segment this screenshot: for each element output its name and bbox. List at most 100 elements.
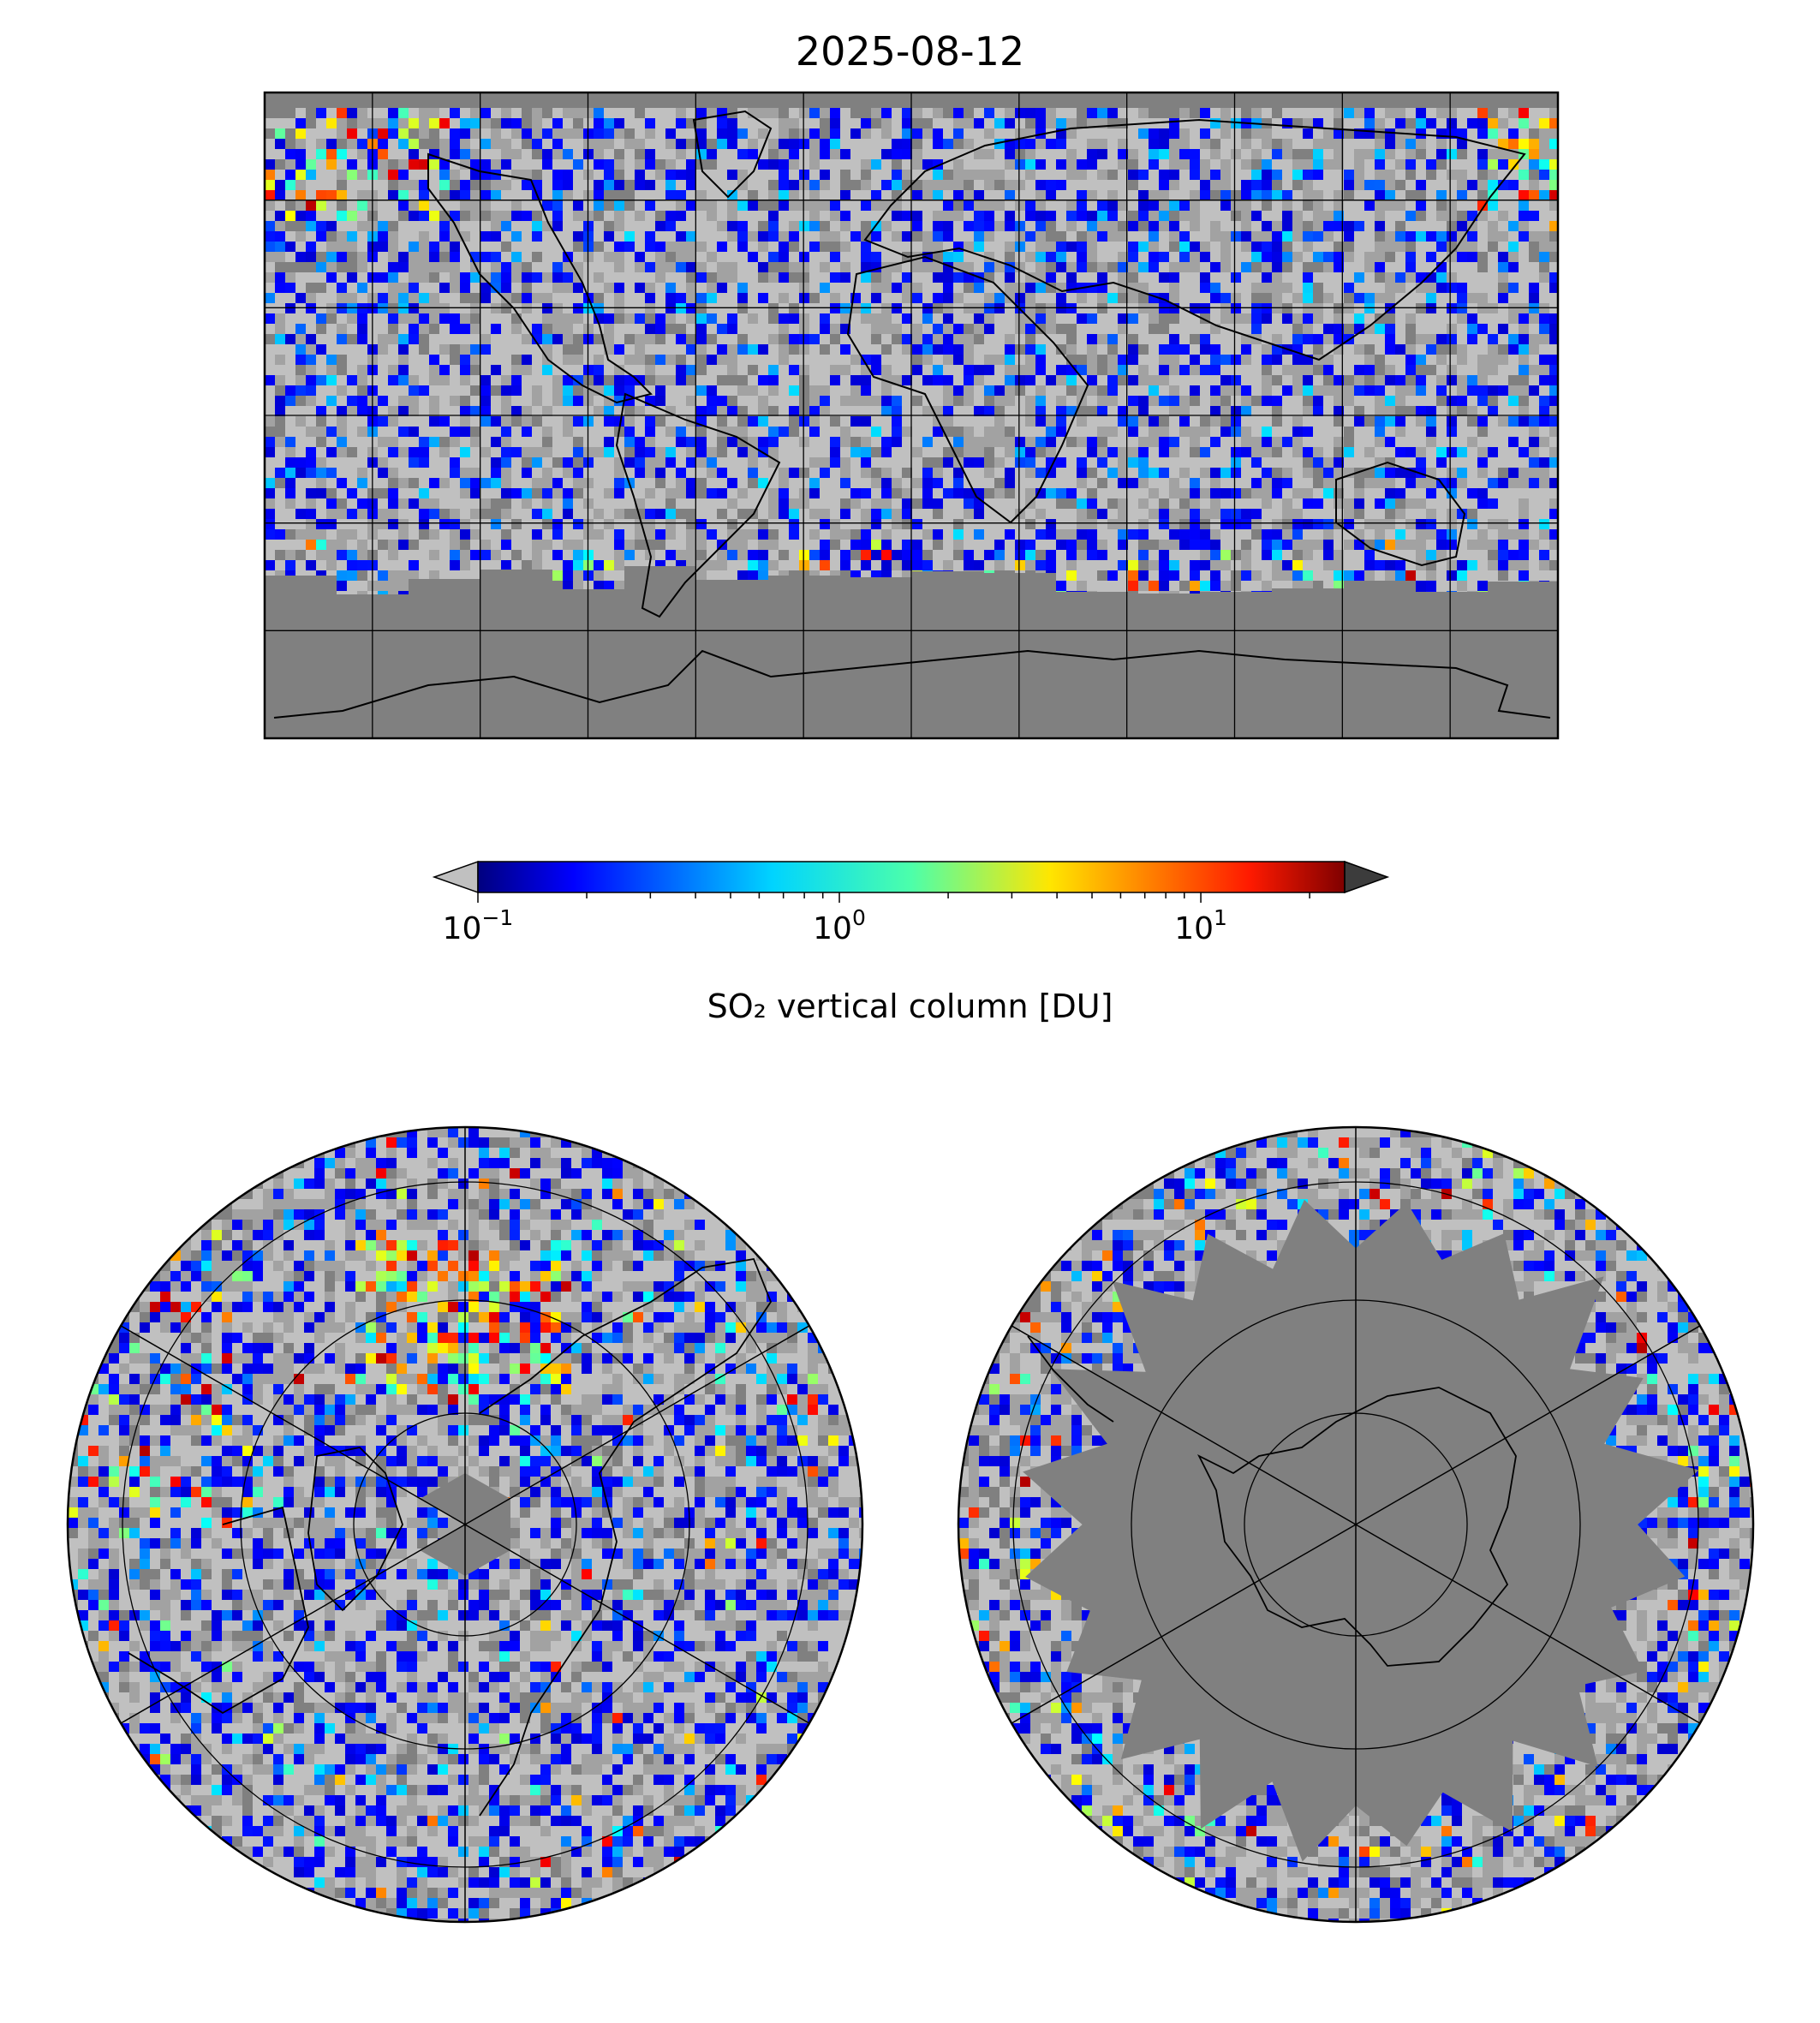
so2-pixel [881, 149, 892, 159]
so2-pixel [306, 139, 316, 149]
so2-pixel [922, 211, 933, 221]
so2-pixel [1354, 221, 1364, 231]
so2-pixel [419, 344, 429, 355]
so2-pixel [922, 437, 933, 447]
so2-pixel [1354, 334, 1364, 344]
so2-pixel [1138, 221, 1149, 231]
so2-pixel [1436, 293, 1447, 303]
so2-pixel [501, 139, 511, 149]
so2-pixel [696, 272, 707, 283]
so2-pixel [1231, 118, 1241, 128]
so2-pixel [1220, 478, 1231, 488]
so2-pixel [285, 200, 295, 211]
so2-pixel [902, 457, 912, 468]
so2-pixel [779, 324, 789, 334]
so2-pixel [378, 200, 388, 211]
so2-pixel [768, 365, 779, 375]
so2-pixel [789, 498, 799, 509]
so2-pixel [337, 344, 347, 355]
so2-pixel [1334, 324, 1344, 334]
so2-pixel [1025, 457, 1035, 468]
so2-pixel [1220, 211, 1231, 221]
so2-pixel [378, 498, 388, 509]
so2-pixel [1292, 159, 1303, 170]
so2-pixel [1282, 128, 1292, 139]
so2-pixel [552, 355, 563, 365]
so2-pixel [727, 324, 737, 334]
so2-pixel [265, 231, 275, 242]
so2-pixel [768, 293, 779, 303]
so2-pixel [861, 231, 871, 242]
so2-pixel [378, 468, 388, 478]
so2-pixel [1477, 303, 1488, 313]
so2-pixel [727, 221, 737, 231]
so2-pixel [326, 200, 337, 211]
so2-pixel [347, 313, 357, 324]
so2-pixel [295, 190, 306, 200]
so2-pixel [295, 283, 306, 293]
so2-pixel [337, 416, 347, 427]
so2-pixel [686, 149, 696, 159]
so2-pixel [779, 313, 789, 324]
so2-pixel [378, 355, 388, 365]
so2-pixel [501, 128, 511, 139]
so2-pixel [429, 211, 439, 221]
so2-pixel [1087, 313, 1097, 324]
so2-pixel [655, 509, 665, 519]
so2-pixel [265, 118, 275, 128]
so2-pixel [1457, 231, 1467, 242]
so2-pixel [1519, 488, 1529, 498]
so2-pixel [532, 396, 542, 406]
so2-pixel [830, 344, 840, 355]
global-map[interactable] [265, 92, 1560, 738]
so2-pixel [1508, 108, 1519, 118]
so2-pixel [964, 252, 974, 262]
so2-pixel [326, 190, 337, 200]
so2-pixel [933, 128, 943, 139]
so2-pixel [439, 303, 450, 313]
so2-pixel [758, 252, 768, 262]
so2-pixel [676, 334, 686, 344]
so2-pixel [1447, 488, 1457, 498]
so2-pixel [727, 200, 737, 211]
so2-pixel [1447, 159, 1457, 170]
so2-pixel [1477, 498, 1488, 509]
so2-pixel [1405, 396, 1416, 406]
so2-pixel [285, 355, 295, 365]
so2-pixel [727, 385, 737, 396]
so2-pixel [768, 159, 779, 170]
so2-pixel [840, 118, 850, 128]
so2-pixel [1426, 313, 1436, 324]
so2-pixel [275, 447, 285, 457]
so2-pixel [830, 468, 840, 478]
so2-pixel [1118, 498, 1128, 509]
so2-pixel [727, 283, 737, 293]
so2-pixel [1457, 159, 1467, 170]
so2-pixel [316, 221, 326, 231]
so2-pixel [1241, 283, 1251, 293]
so2-pixel [470, 457, 480, 468]
so2-pixel [1262, 272, 1272, 283]
so2-pixel [594, 344, 604, 355]
so2-pixel [1210, 437, 1220, 447]
so2-pixel [1200, 406, 1210, 416]
so2-pixel [326, 221, 337, 231]
so2-pixel [501, 262, 511, 272]
so2-pixel [480, 128, 491, 139]
so2-pixel [1056, 231, 1066, 242]
so2-pixel [1282, 149, 1292, 159]
so2-pixel [450, 190, 460, 200]
so2-pixel [696, 211, 707, 221]
so2-pixel [491, 242, 501, 252]
so2-pixel [522, 406, 532, 416]
so2-pixel [1303, 139, 1313, 149]
so2-pixel [840, 272, 850, 283]
so2-pixel [604, 468, 614, 478]
so2-pixel [1241, 385, 1251, 396]
so2-pixel [1159, 385, 1169, 396]
so2-pixel [388, 272, 398, 283]
so2-pixel [1005, 313, 1015, 324]
so2-pixel [1498, 313, 1508, 324]
so2-pixel [1025, 437, 1035, 447]
so2-pixel [1210, 334, 1220, 344]
